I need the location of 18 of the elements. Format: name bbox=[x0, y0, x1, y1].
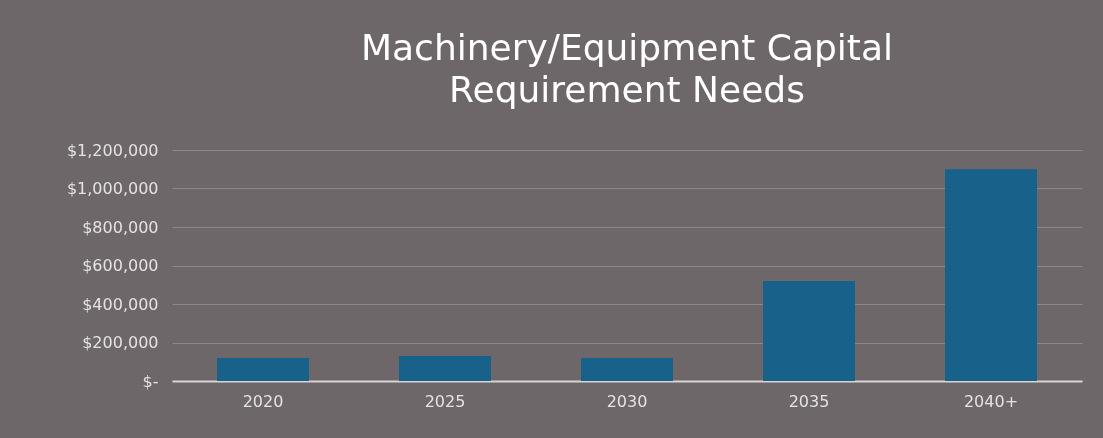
bar bbox=[399, 355, 491, 381]
y-tick-label: $600,000 bbox=[82, 256, 159, 275]
y-tick-label: $400,000 bbox=[82, 294, 159, 314]
y-tick-label: $- bbox=[142, 371, 159, 391]
x-tick-label: 2040+ bbox=[963, 391, 1019, 411]
y-tick-label: $1,000,000 bbox=[66, 179, 159, 198]
x-tick-label: 2030 bbox=[606, 391, 648, 411]
bar bbox=[945, 169, 1037, 381]
x-tick-label: 2025 bbox=[424, 391, 466, 411]
bar bbox=[581, 357, 673, 381]
bar bbox=[763, 280, 855, 381]
bar bbox=[217, 357, 309, 381]
x-tick-label: 2020 bbox=[242, 391, 284, 411]
y-tick-label: $1,200,000 bbox=[66, 140, 159, 160]
y-tick-label: $800,000 bbox=[82, 217, 159, 237]
y-tick-label: $200,000 bbox=[82, 333, 159, 352]
chart-title: Machinery/Equipment Capital Requirement Needs bbox=[360, 27, 894, 110]
x-tick-label: 2035 bbox=[788, 391, 830, 411]
